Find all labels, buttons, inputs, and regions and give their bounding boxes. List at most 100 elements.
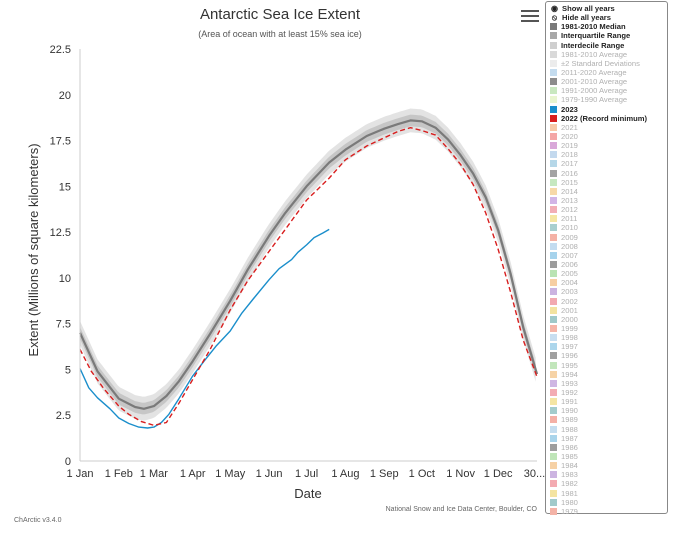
legend-label: 1984 [561,461,578,471]
legend-swatch [550,224,557,232]
series-layer [78,119,539,429]
legend-item[interactable]: 1991-2000 Average [550,86,667,95]
legend-swatch [550,105,557,113]
legend-swatch [550,142,557,150]
legend-item[interactable]: 1996 [550,351,667,360]
legend-item[interactable]: 1999 [550,324,667,333]
legend-label: 1992 [561,387,578,397]
y-tick-label: 0 [65,456,71,468]
legend-swatch [550,133,557,141]
legend-item[interactable]: 2011 [550,214,667,223]
legend-item[interactable]: 1979 [550,507,667,516]
legend-item[interactable]: 2017 [550,159,667,168]
legend-label: 2011-2020 Average [561,68,627,78]
legend-label: 1987 [561,433,578,443]
legend-item[interactable]: ◉ Show all years [550,4,667,13]
legend-item[interactable]: 2016 [550,169,667,178]
x-tick-label: 1 Nov [446,468,475,480]
legend-item[interactable]: 1986 [550,443,667,452]
legend-label: 2016 [561,168,578,178]
legend-item[interactable]: 1984 [550,461,667,470]
legend-item[interactable]: 2012 [550,205,667,214]
legend-item[interactable]: 1998 [550,333,667,342]
legend-item[interactable]: 2015 [550,178,667,187]
legend-item[interactable]: 2018 [550,150,667,159]
legend-item[interactable]: 2001 [550,306,667,315]
legend-item[interactable]: Interquartile Range [550,31,667,40]
legend-label: 1993 [561,378,578,388]
y-tick-label: 17.5 [50,136,71,148]
legend-item[interactable]: 1983 [550,470,667,479]
legend-item[interactable]: 2022 (Record minimum) [550,114,667,123]
hamburger-icon-line [521,20,539,22]
legend-item[interactable]: 2002 [550,297,667,306]
chart-menu-button[interactable] [521,8,539,24]
y-axis-label: Extent (Millions of square kilometers) [26,143,41,356]
x-tick-label: 1 Dec [484,468,513,480]
axes [79,49,537,462]
legend-item[interactable]: 2000 [550,315,667,324]
legend-item[interactable]: 1991 [550,397,667,406]
legend-item[interactable]: 1981-2010 Average [550,50,667,59]
version-text: ChArctic v3.4.0 [14,517,62,524]
legend-item[interactable]: 2020 [550,132,667,141]
legend-item[interactable]: 1982 [550,479,667,488]
legend-swatch [550,398,557,406]
legend-item[interactable]: 2010 [550,223,667,232]
legend-item[interactable]: 2021 [550,123,667,132]
legend-item[interactable]: 1988 [550,424,667,434]
legend-item[interactable]: ±2 Standard Deviations [550,59,667,68]
legend-item[interactable]: 1993 [550,379,667,388]
y-tick-label: 2.5 [56,410,71,422]
legend-item[interactable]: 1980 [550,498,667,507]
legend-swatch [550,261,557,268]
legend-item[interactable]: 2003 [550,287,667,296]
legend-item[interactable]: 2023 [550,105,667,114]
legend-item[interactable]: 1981 [550,488,667,498]
legend-swatch [550,169,557,177]
legend-item[interactable]: 2004 [550,278,667,287]
legend-item[interactable]: 2009 [550,233,667,242]
legend-item[interactable]: 2014 [550,187,667,196]
legend-label: 2020 [561,132,578,142]
legend-swatch [550,215,557,223]
legend-item[interactable]: Interdecile Range [550,41,667,50]
legend-item[interactable]: 1992 [550,388,667,397]
legend-swatch [550,462,557,470]
legend-label: 2021 [561,122,578,132]
legend-item[interactable]: 2019 [550,141,667,150]
legend-label: 1979-1990 Average [561,95,628,105]
legend-item[interactable]: 2005 [550,269,667,278]
legend-label: 2014 [561,186,578,196]
legend-swatch [550,78,557,86]
interquartile-range-band [80,114,536,415]
y-tick-label: 12.5 [50,227,71,239]
legend-swatch [550,361,557,369]
legend-item[interactable]: 2011-2020 Average [550,68,667,77]
legend-item[interactable]: 1989 [550,415,667,424]
legend-item[interactable]: ⦸ Hide all years [550,13,667,22]
legend-item[interactable]: 2008 [550,242,667,251]
legend-swatch [550,379,557,387]
legend-item[interactable]: 2001-2010 Average [550,77,667,86]
legend-item[interactable]: 1985 [550,452,667,461]
x-tick-label: 1 Aug [331,468,359,480]
hamburger-icon-line [521,15,539,17]
legend-item[interactable]: 1994 [550,370,667,379]
legend-label: 2018 [561,150,578,160]
legend-label: 2008 [561,241,578,251]
legend-label: 2010 [561,223,578,233]
legend-item[interactable]: 2006 [550,260,667,269]
legend-swatch [550,498,557,506]
legend-item[interactable]: 1981-2010 Median [550,22,667,31]
legend-item[interactable]: 1997 [550,342,667,351]
legend-label: 1982 [561,479,578,489]
legend-swatch [550,87,557,95]
legend-item[interactable]: 1979-1990 Average [550,95,667,104]
legend-item[interactable]: 1990 [550,406,667,415]
legend-item[interactable]: 2013 [550,196,667,205]
legend-item[interactable]: 2007 [550,251,667,260]
legend-item[interactable]: 1987 [550,434,667,443]
legend-item[interactable]: 1995 [550,360,667,370]
legend-label: 2005 [561,269,578,279]
